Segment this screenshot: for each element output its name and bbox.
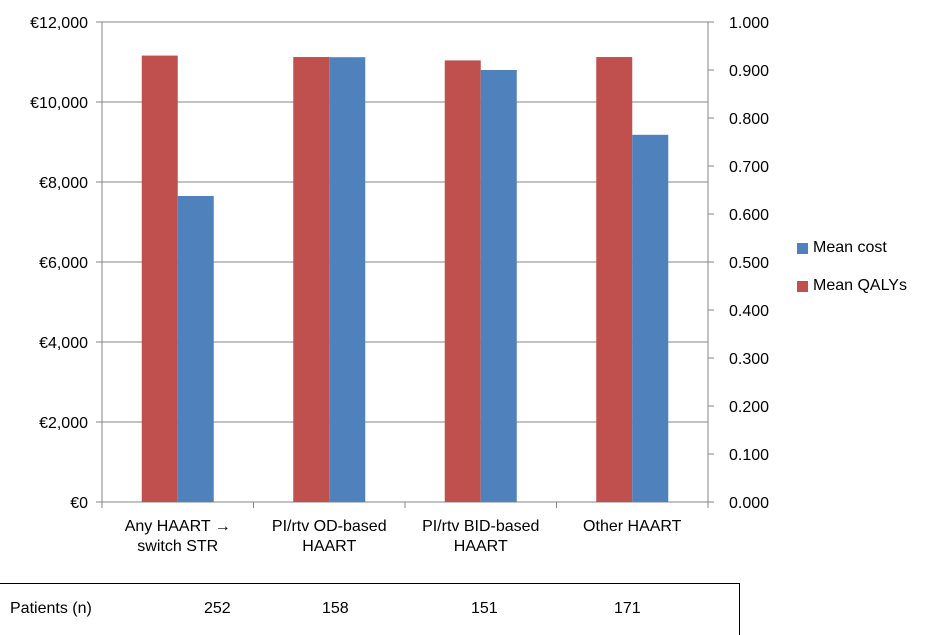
legend-item-mean-qalys: Mean QALYs (797, 276, 907, 296)
patients-table: Patients (n) 252 158 151 171 (0, 583, 740, 635)
legend-swatch-mean-cost (797, 242, 808, 254)
legend-swatch-mean-qalys (797, 280, 808, 292)
right-tick-label: 0.100 (729, 447, 769, 464)
category-label: HAART (302, 538, 356, 555)
legend-item-mean-cost: Mean cost (797, 238, 907, 258)
category-label: PI/rtv BID-based (422, 518, 539, 535)
category-label: HAART (454, 538, 508, 555)
legend-label-mean-qalys: Mean QALYs (813, 277, 907, 294)
bar-mean-cost (329, 57, 366, 502)
bar-mean-qalys (293, 57, 330, 502)
left-tick-label: €8,000 (39, 175, 88, 192)
right-tick-label: 0.400 (729, 303, 769, 320)
bar-mean-cost (177, 196, 214, 502)
left-tick-label: €10,000 (30, 95, 88, 112)
left-tick-label: €2,000 (39, 415, 88, 432)
patients-count-other: 171 (614, 600, 641, 617)
category-label: switch STR (137, 538, 218, 555)
right-tick-label: 0.800 (729, 111, 769, 128)
left-tick-label: €4,000 (39, 335, 88, 352)
right-tick-label: 0.700 (729, 159, 769, 176)
category-label: Other HAART (583, 518, 682, 535)
bar-mean-cost (632, 134, 669, 503)
right-tick-label: 1.000 (729, 15, 769, 32)
patients-count-bid: 151 (471, 600, 498, 617)
right-tick-label: 0.900 (729, 63, 769, 80)
patients-count-any-haart: 252 (204, 600, 231, 617)
left-tick-label: €0 (70, 495, 88, 512)
patients-count-od: 158 (322, 600, 349, 617)
bar-mean-qalys (444, 60, 481, 503)
bar-mean-qalys (141, 55, 178, 502)
chart: €0 €2,000 €4,000 €6,000 €8,000 €10,000 €12,000… (30, 15, 769, 555)
right-tick-label: 0.500 (729, 255, 769, 272)
bar-mean-cost (480, 70, 517, 502)
category-label: Any HAART → (125, 518, 231, 535)
patients-label: Patients (n) (10, 600, 92, 617)
right-tick-label: 0.200 (729, 399, 769, 416)
right-tick-label: 0.000 (729, 495, 769, 512)
left-tick-label: €6,000 (39, 255, 88, 272)
category-label: PI/rtv OD-based (272, 518, 387, 535)
bar-mean-qalys (596, 57, 633, 502)
left-tick-label: €12,000 (30, 15, 88, 32)
legend: Mean cost Mean QALYs (797, 238, 907, 314)
right-tick-label: 0.300 (729, 351, 769, 368)
legend-label-mean-cost: Mean cost (813, 239, 887, 256)
right-tick-label: 0.600 (729, 207, 769, 224)
